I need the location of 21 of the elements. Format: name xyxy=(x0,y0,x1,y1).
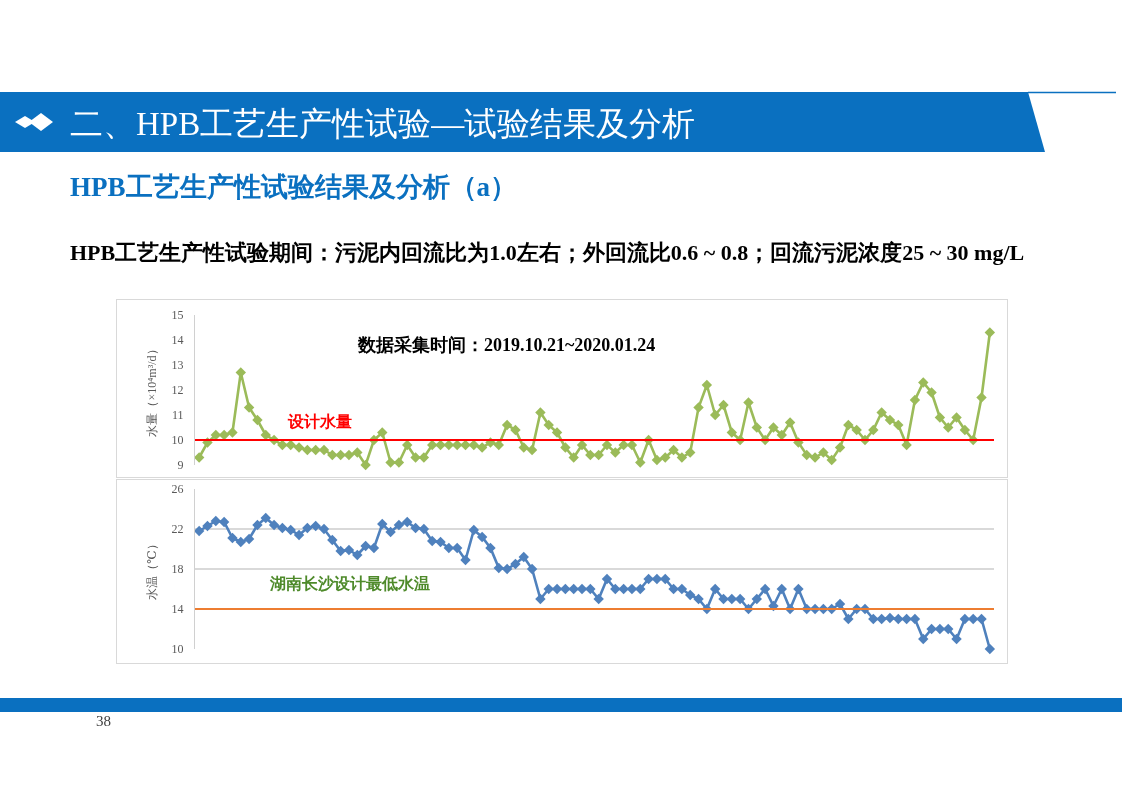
y-tick-label: 11 xyxy=(172,408,184,423)
y-tick-label: 14 xyxy=(171,333,184,348)
chart-subtitle: HPB工艺生产性试验结果及分析（a） xyxy=(70,171,518,203)
y-tick-label: 26 xyxy=(171,482,184,497)
y-tick-label: 15 xyxy=(171,308,184,323)
text: HPB工艺生产性试验期间：污泥内回流比为1.0左右；外回流比0.6 ~ 0.8；回流污泥浓度25 ~ 30 mg/L xyxy=(70,240,1025,266)
chart-title: 二、HPB工艺生产性试验—试验结果及分析 xyxy=(70,105,696,144)
y-tick-label: 10 xyxy=(171,642,184,657)
y-tick-label: 22 xyxy=(171,522,184,537)
y-tick-label: 14 xyxy=(171,602,184,617)
y-axis-title: 水量（×10⁴m³/d） xyxy=(144,343,159,437)
ref-line-label: 湖南长沙设计最低水温 xyxy=(269,575,430,592)
y-tick-label: 13 xyxy=(171,358,184,373)
y-tick-label: 12 xyxy=(171,383,184,398)
text: 38 xyxy=(96,712,111,730)
y-tick-label: 18 xyxy=(171,562,184,577)
y-axis-title: 水温（℃） xyxy=(144,538,159,600)
y-tick-label: 10 xyxy=(171,433,184,448)
annotation: 数据采集时间：2019.10.21~2020.01.24 xyxy=(357,335,656,355)
y-tick-label: 9 xyxy=(177,458,184,473)
ref-line-label: 设计水量 xyxy=(287,413,352,430)
